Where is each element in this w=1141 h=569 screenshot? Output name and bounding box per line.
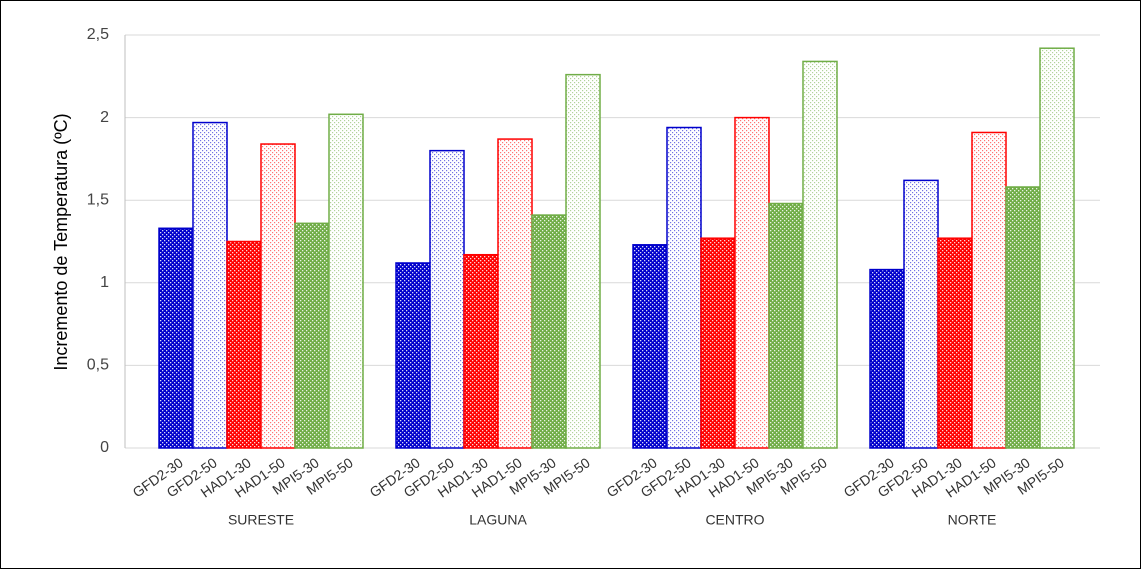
bar xyxy=(869,268,905,449)
bar xyxy=(294,222,330,449)
group-label: NORTE xyxy=(948,512,997,528)
bar xyxy=(666,126,702,449)
y-tick-label: 1 xyxy=(100,274,109,291)
bar xyxy=(463,253,499,449)
bar xyxy=(768,202,804,449)
bar xyxy=(328,113,364,449)
bar xyxy=(226,240,262,449)
y-tick-label: 0 xyxy=(100,439,109,456)
y-axis-title: Incremento de Temperatura (ºC) xyxy=(51,113,71,370)
group-label: CENTRO xyxy=(705,512,764,528)
group-label: LAGUNA xyxy=(469,512,527,528)
bar xyxy=(395,262,431,449)
bar xyxy=(158,227,194,449)
bar xyxy=(971,131,1007,449)
bar xyxy=(565,73,601,449)
bar xyxy=(497,138,533,449)
y-tick-label: 2,5 xyxy=(87,26,109,43)
bar xyxy=(734,116,770,449)
y-tick-label: 1,5 xyxy=(87,191,109,208)
bar xyxy=(903,179,939,449)
bar xyxy=(1039,47,1075,449)
y-tick-label: 2 xyxy=(100,109,109,126)
bar xyxy=(937,237,973,449)
bar xyxy=(531,214,567,449)
bar xyxy=(802,60,838,449)
bar xyxy=(429,149,465,449)
bar xyxy=(260,143,296,449)
bar xyxy=(1005,186,1041,449)
bar xyxy=(192,121,228,449)
bar xyxy=(700,237,736,449)
bar xyxy=(632,244,668,449)
y-tick-label: 0,5 xyxy=(87,357,109,374)
group-label: SURESTE xyxy=(228,512,294,528)
